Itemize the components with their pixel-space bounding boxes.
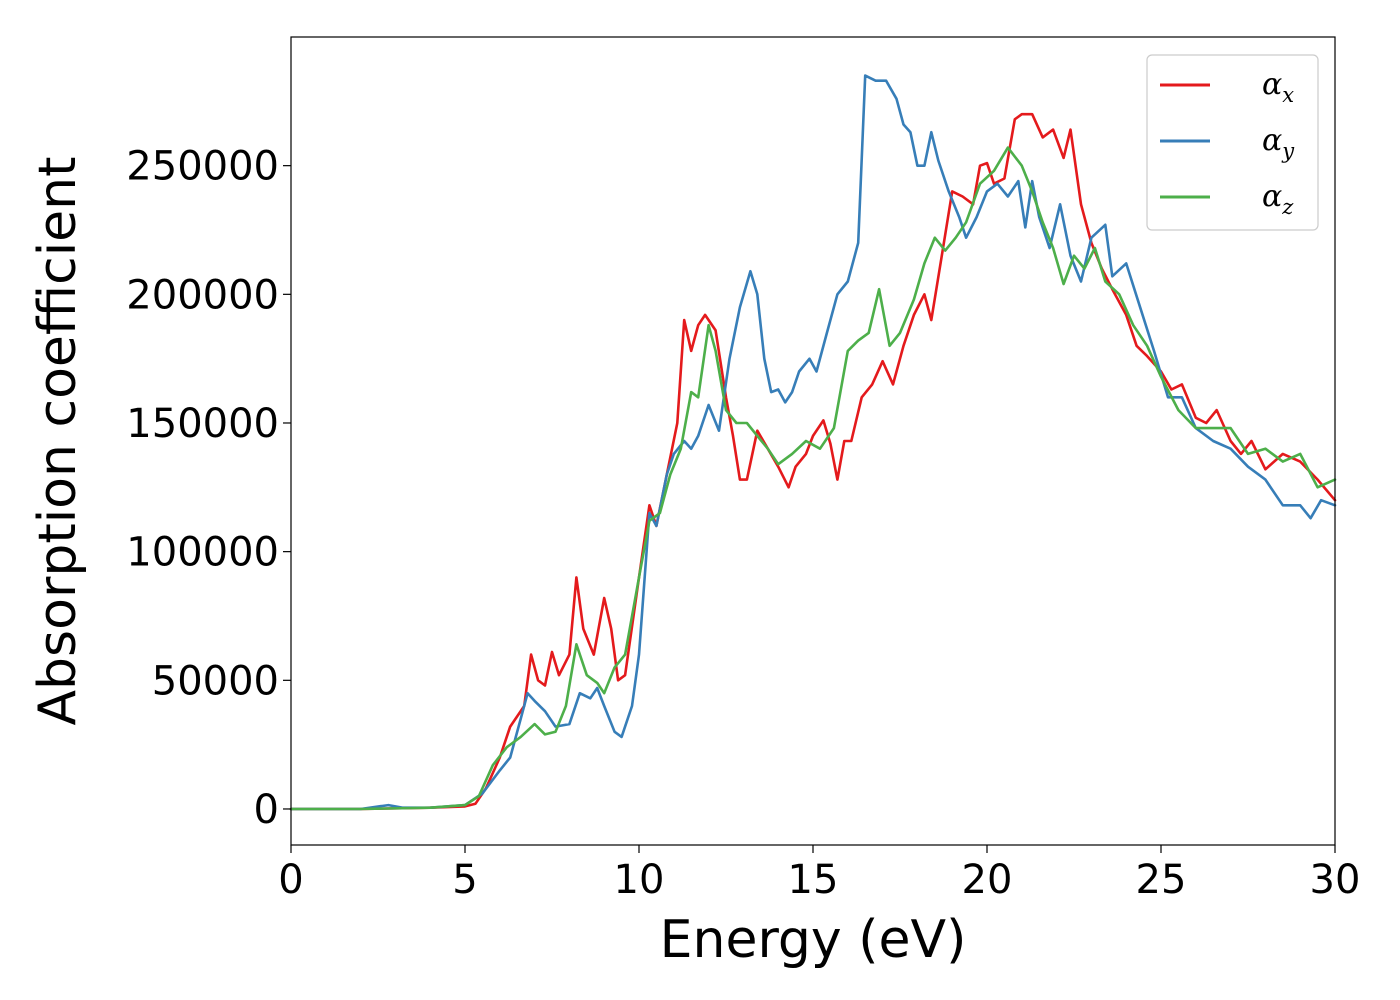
legend-box <box>1146 54 1319 231</box>
x-tick-label: 20 <box>962 857 1013 903</box>
series-line-y <box>289 74 1337 811</box>
y-tick-label: 200000 <box>126 272 279 318</box>
series-line-z <box>289 146 1337 811</box>
legend-label-z: αz <box>1262 179 1294 219</box>
x-tick-label: 10 <box>614 857 665 903</box>
y-axis: 0 50000 100000 150000 200000 250000 <box>126 144 291 833</box>
x-axis: 0 5 10 15 20 25 30 <box>278 845 1360 903</box>
y-tick-label: 50000 <box>152 658 279 704</box>
legend-label-x: αx <box>1262 67 1294 107</box>
y-axis-title: Absorption coefficient <box>28 156 88 725</box>
y-tick-label: 100000 <box>126 530 279 576</box>
legend-label-y: αy <box>1262 123 1295 163</box>
y-tick-label: 150000 <box>126 401 279 447</box>
y-tick-label: 250000 <box>126 144 279 190</box>
x-tick-label: 30 <box>1310 857 1361 903</box>
series-layer <box>289 74 1337 811</box>
x-tick-label: 5 <box>452 857 477 903</box>
x-tick-label: 25 <box>1136 857 1187 903</box>
y-tick-label: 0 <box>254 787 279 833</box>
x-tick-label: 15 <box>788 857 839 903</box>
legend: αx αy αz <box>1146 54 1319 231</box>
series-line-x <box>289 112 1337 811</box>
x-axis-title: Energy (eV) <box>660 910 967 970</box>
x-tick-label: 0 <box>278 857 303 903</box>
